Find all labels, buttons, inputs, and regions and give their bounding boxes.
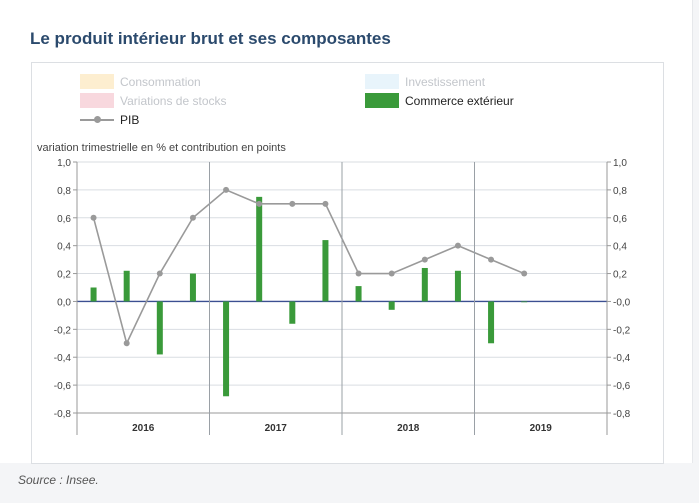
- y-tick-label-left: -0,8: [54, 409, 72, 420]
- bar-commerce: [156, 301, 163, 355]
- legend-label-pib: PIB: [120, 112, 140, 127]
- y-tick-label-right: -0,4: [613, 353, 631, 364]
- y-tick-label-left: 0,6: [57, 214, 71, 225]
- y-tick-label-left: -0,6: [54, 381, 72, 392]
- y-tick-label-left: 0,2: [57, 270, 71, 281]
- legend-swatch-pib: [80, 112, 114, 127]
- legend-label-variations-stocks: Variations de stocks: [120, 93, 227, 108]
- legend-swatch-variations-stocks: [80, 93, 114, 108]
- legend-item-commerce[interactable]: Commerce extérieur: [365, 93, 514, 108]
- legend-label-commerce: Commerce extérieur: [405, 93, 514, 108]
- bar-commerce: [355, 286, 362, 302]
- legend-swatch-commerce: [365, 93, 399, 108]
- pib-point: [156, 270, 163, 277]
- bar-commerce: [421, 267, 428, 302]
- chart-panel: Consommation Investissement Variations d…: [31, 62, 664, 464]
- y-tick-label-left: -0,2: [54, 325, 72, 336]
- pib-point: [454, 242, 461, 249]
- x-tick-label-year: 2019: [530, 423, 553, 434]
- pib-point: [388, 270, 395, 277]
- axis-ticks: 1,0 1,0 0,8 0,8 0,6 0,6 0,4 0,4 0,2 0,2 0,0 -0,0 -0,…: [54, 158, 631, 435]
- line-series-pib: [90, 186, 528, 347]
- y-tick-label-right: 0,4: [613, 242, 627, 253]
- pib-point: [123, 340, 130, 347]
- y-tick-label-right: -0,6: [613, 381, 631, 392]
- y-tick-label-right: -0,2: [613, 325, 631, 336]
- bar-commerce: [189, 273, 196, 302]
- y-axis-label: variation trimestrielle en % et contribu…: [37, 142, 286, 154]
- pib-point: [189, 214, 196, 221]
- pib-point: [521, 270, 528, 277]
- legend-swatch-investissement: [365, 74, 399, 89]
- bar-commerce: [488, 301, 495, 344]
- y-tick-label-right: -0,8: [613, 409, 631, 420]
- pib-line: [92, 188, 525, 346]
- y-tick-label-right: 1,0: [613, 158, 627, 169]
- pib-point: [355, 270, 362, 277]
- x-tick-label-year: 2017: [265, 423, 288, 434]
- y-tick-label-left: 1,0: [57, 158, 71, 169]
- y-tick-label-right: 0,2: [613, 270, 627, 281]
- bar-commerce: [223, 301, 230, 397]
- bar-commerce: [90, 287, 97, 302]
- chart-svg: variation trimestrielle en % et contribu…: [37, 142, 631, 435]
- legend-item-pib[interactable]: PIB: [80, 112, 139, 127]
- pib-point: [289, 200, 296, 207]
- y-tick-label-left: -0,4: [54, 353, 72, 364]
- legend-item-variations-stocks[interactable]: Variations de stocks: [80, 93, 227, 108]
- chart-title: Le produit intérieur brut et ses composa…: [30, 29, 391, 48]
- y-tick-label-right: 0,6: [613, 214, 627, 225]
- y-tick-label-right: 0,8: [613, 186, 627, 197]
- y-tick-label-left: 0,0: [57, 297, 71, 308]
- bar-commerce: [322, 240, 329, 302]
- bar-commerce: [388, 301, 395, 310]
- bar-commerce: [123, 270, 130, 302]
- bar-commerce: [256, 196, 263, 302]
- legend-label-investissement: Investissement: [405, 74, 486, 89]
- x-tick-label-year: 2018: [397, 423, 420, 434]
- pib-point: [322, 200, 329, 207]
- y-tick-label-right: -0,0: [613, 297, 631, 308]
- source-note: Source : Insee.: [18, 473, 99, 487]
- pib-point: [90, 214, 97, 221]
- bar-commerce: [289, 301, 296, 324]
- bar-commerce: [521, 301, 528, 303]
- y-tick-label-left: 0,8: [57, 186, 71, 197]
- legend-item-consommation[interactable]: Consommation: [80, 74, 201, 89]
- x-tick-label-year: 2016: [132, 423, 155, 434]
- legend-item-investissement[interactable]: Investissement: [365, 74, 485, 89]
- x-axis-years: 2016 2017 2018 2019: [132, 162, 552, 435]
- pib-point: [256, 200, 263, 207]
- chart-card: Le produit intérieur brut et ses composa…: [0, 0, 693, 464]
- pib-point: [421, 256, 428, 263]
- pib-point: [488, 256, 495, 263]
- bar-commerce: [454, 270, 461, 302]
- legend-label-consommation: Consommation: [120, 74, 201, 89]
- pib-point: [223, 186, 230, 193]
- y-tick-label-left: 0,4: [57, 242, 71, 253]
- legend-swatch-consommation: [80, 74, 114, 89]
- bar-series-commerce: [90, 196, 528, 397]
